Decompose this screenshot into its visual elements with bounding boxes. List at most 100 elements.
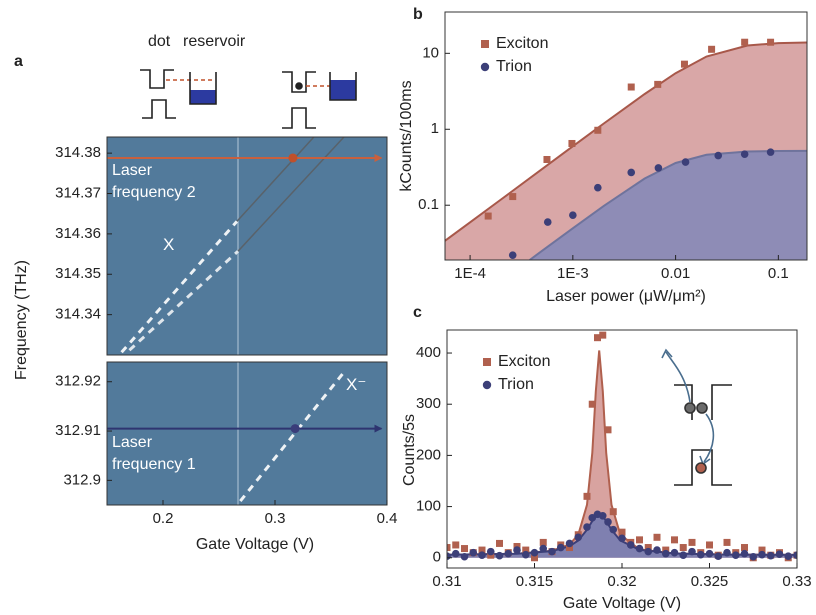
data-point (583, 523, 591, 531)
map-background (107, 362, 387, 505)
data-point (749, 552, 758, 561)
data-point (680, 60, 688, 68)
data-point (670, 548, 679, 557)
data-point (784, 552, 793, 561)
legend-label: Exciton (496, 35, 548, 52)
data-point (539, 538, 547, 546)
data-point (644, 547, 653, 556)
data-point (594, 183, 602, 192)
carrier (696, 402, 708, 414)
data-point (609, 508, 617, 516)
x-tick-label: 0.1 (768, 265, 789, 282)
data-point (758, 550, 766, 559)
y-axis-label: kCounts/100ms (398, 80, 415, 191)
y-tick-label: 312.9 (63, 471, 101, 488)
data-point (460, 552, 469, 561)
x-tick-label: 0.2 (153, 510, 174, 527)
transition-line (120, 220, 239, 354)
legend-label: Exciton (498, 353, 550, 370)
data-point (679, 544, 687, 552)
band-edge (674, 449, 732, 486)
electron (295, 82, 303, 90)
data-point (626, 541, 635, 549)
data-point (775, 550, 784, 558)
arrow (665, 351, 691, 403)
data-point (604, 518, 612, 526)
x-axis-label: Laser power (μW/μm²) (546, 288, 706, 305)
data-point (543, 218, 552, 226)
data-point (484, 212, 492, 220)
data-point (654, 80, 662, 88)
data-point (661, 549, 670, 558)
legend-label: Trion (498, 376, 534, 393)
dot-level (282, 71, 316, 93)
legend-marker (481, 40, 489, 48)
data-point (522, 546, 530, 554)
data-point (556, 543, 565, 552)
data-point (530, 548, 539, 557)
data-point (723, 548, 731, 557)
y-axis-label: Frequency (THz) (13, 260, 30, 380)
y-tick-label: 314.35 (55, 265, 101, 282)
schematic-label: dot (148, 33, 171, 50)
y-tick-label: 314.34 (55, 306, 101, 323)
data-point (447, 544, 451, 552)
dot-level (140, 69, 174, 89)
data-point (609, 525, 618, 534)
data-point (478, 546, 486, 554)
data-point (723, 538, 731, 546)
data-point (708, 45, 716, 53)
plot-area (107, 137, 383, 355)
y-tick-label: 300 (416, 395, 441, 412)
y-tick-label: 312.92 (55, 373, 101, 390)
data-point (569, 211, 577, 219)
data-point (671, 536, 678, 544)
data-point (565, 539, 574, 548)
data-point (531, 554, 538, 562)
data-point (627, 83, 635, 91)
map-background (107, 137, 387, 355)
data-point (635, 544, 644, 553)
data-point (767, 38, 775, 46)
data-point (618, 534, 626, 543)
data-point (588, 400, 596, 408)
data-point (681, 158, 690, 166)
plot-area (445, 38, 807, 260)
data-point (288, 153, 298, 163)
x-tick-label: 0.01 (661, 265, 690, 282)
x-axis-label: Gate Voltage (V) (196, 536, 314, 553)
data-point (688, 547, 696, 556)
annotation: X⁻ (346, 375, 367, 394)
plot-frame (106, 136, 388, 356)
data-point (290, 424, 300, 434)
data-point (521, 550, 530, 559)
data-point (653, 533, 661, 541)
data-point (496, 539, 503, 547)
data-point (740, 150, 749, 158)
fit-area (447, 514, 797, 558)
guide-line (236, 137, 315, 222)
transition-line (239, 369, 347, 503)
reservoir (329, 72, 357, 101)
x-tick-label: 0.325 (691, 573, 729, 590)
x-tick-label: 0.33 (782, 573, 811, 590)
carrier (695, 462, 707, 474)
x-tick-label: 1E-3 (557, 265, 589, 282)
data-point (758, 546, 766, 554)
dot-level (282, 107, 316, 129)
plot-frame (444, 11, 808, 261)
data-point (766, 148, 775, 156)
y-tick-label: 1 (431, 120, 439, 137)
x-tick-label: 0.32 (607, 573, 636, 590)
y-tick-label: 312.91 (55, 422, 101, 439)
data-point (636, 536, 643, 544)
data-point (731, 551, 740, 560)
data-point (740, 549, 749, 558)
y-tick-label: 0 (433, 549, 441, 566)
data-point (741, 544, 748, 552)
guide-line (237, 137, 345, 252)
data-point (741, 38, 749, 46)
data-point (548, 547, 556, 556)
data-point (478, 551, 486, 560)
